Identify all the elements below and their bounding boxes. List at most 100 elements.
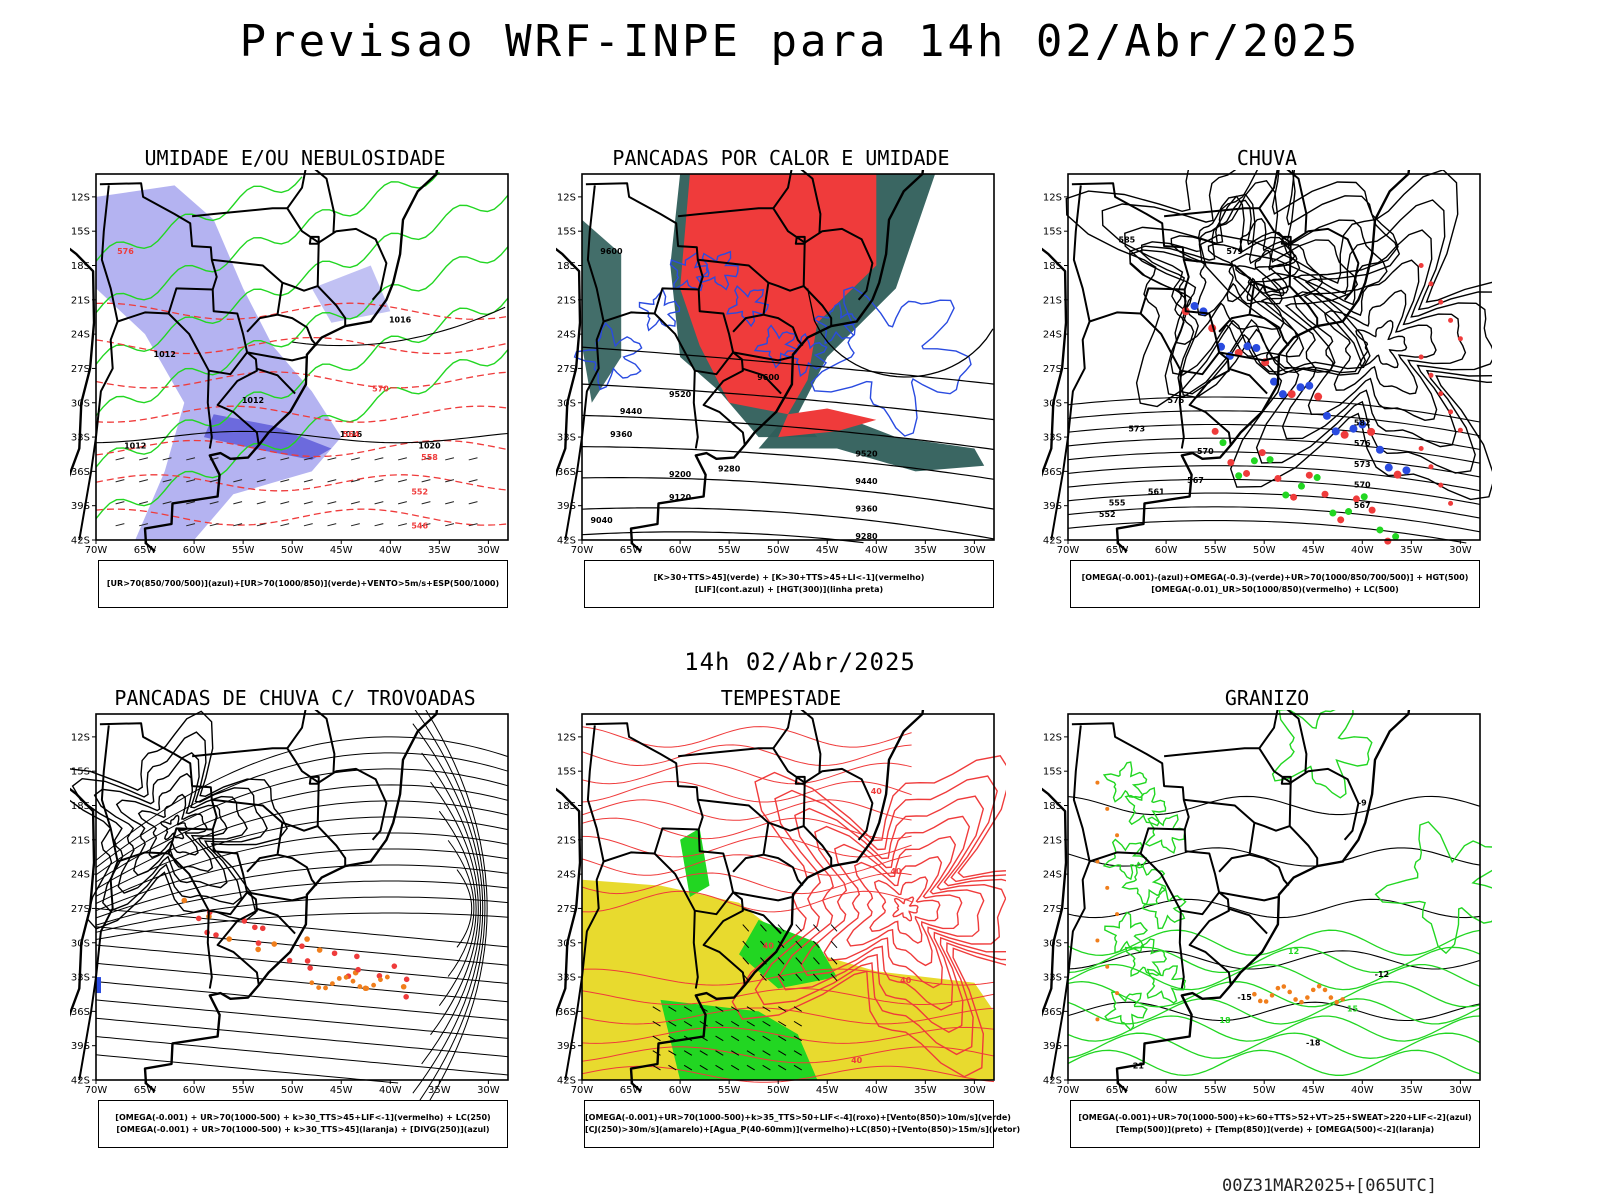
wind-vector: [777, 973, 785, 982]
border-line: [1072, 185, 1091, 322]
y-tick-label: 21S: [1043, 295, 1062, 306]
wind-vector: [652, 1006, 661, 1012]
border-line: [99, 182, 218, 290]
border-line: [100, 725, 119, 862]
omega-cell: [1269, 993, 1275, 998]
border-line: [191, 207, 288, 218]
rain-cell: [1331, 427, 1340, 436]
temp-850-contour: [1067, 963, 1481, 991]
contour-label: 1012: [124, 442, 146, 451]
wind-vector: [398, 457, 407, 461]
panel-chuva: CHUVA 585 579 576 573 570 567 561 555 552 582 576 5…: [1042, 146, 1492, 616]
omega-cell: [1281, 984, 1287, 989]
wind-vector: [652, 1035, 661, 1042]
lifted-index-contour: [810, 286, 972, 437]
contour-label: 9280: [718, 464, 741, 473]
y-tick-label: 36S: [1043, 1007, 1062, 1018]
wind-vector: [746, 1020, 755, 1027]
wind-vector: [445, 501, 455, 505]
wind-vector: [715, 1035, 724, 1042]
y-tick-label: 21S: [1043, 835, 1062, 846]
border-line: [677, 747, 774, 758]
height-contour: [1067, 465, 1481, 492]
height-contour: [1067, 520, 1467, 544]
wind-vector: [830, 957, 838, 965]
wind-vector: [699, 1064, 708, 1071]
y-tick-label: 42S: [1043, 536, 1062, 547]
streamline: [581, 780, 912, 803]
x-tick-label: 40W: [379, 1085, 402, 1096]
wind-vector: [795, 940, 803, 949]
temp-850-contour: [1374, 821, 1492, 955]
temp-500-contour: [1067, 950, 1481, 970]
green-contour: [95, 349, 509, 520]
border-line: [1163, 747, 1260, 758]
wind-vector: [256, 479, 266, 483]
wind-vector: [683, 1064, 693, 1071]
wind-vector: [715, 1050, 724, 1056]
border-line: [1290, 767, 1360, 841]
border-line: [586, 185, 605, 322]
y-tick-label: 21S: [557, 295, 576, 306]
rain-cell: [1211, 427, 1219, 435]
contour-label: 9600: [600, 247, 623, 256]
contour-label: 579: [1226, 247, 1243, 256]
border-line: [653, 287, 734, 376]
wind-vector: [374, 523, 384, 527]
contour-label: 576: [117, 247, 134, 256]
contour-label: 1016: [340, 430, 363, 439]
border-line: [318, 227, 388, 301]
wind-vector: [256, 523, 266, 527]
omega-cell: [1305, 995, 1310, 1000]
rain-cell: [1190, 301, 1199, 310]
height-contour: [1067, 478, 1481, 505]
x-tick-label: 50W: [1253, 1085, 1276, 1096]
coastline-west: [70, 247, 96, 478]
y-tick-label: 27S: [71, 904, 90, 915]
wind-vector: [778, 1006, 787, 1012]
x-tick-label: 50W: [281, 1085, 304, 1096]
rain-cell: [1266, 456, 1274, 464]
rain-cell: [1428, 372, 1434, 378]
storm-cell: [403, 994, 409, 1000]
streamline: [581, 817, 912, 840]
storm-cell: [259, 925, 266, 932]
wind-vector: [209, 501, 219, 505]
panel-title: PANCADAS POR CALOR E UMIDADE: [612, 146, 950, 170]
border-line: [1071, 182, 1190, 290]
wind-vector: [830, 973, 838, 982]
x-tick-label: 70W: [85, 545, 108, 556]
y-tick-label: 33S: [71, 973, 90, 984]
storm-cell: [255, 946, 261, 953]
height-contour: [1067, 437, 1481, 464]
contour-label: 9520: [855, 450, 878, 459]
rain-cell: [1313, 474, 1321, 482]
rain-cell: [1428, 464, 1434, 470]
omega-cell: [1252, 991, 1257, 997]
contour-label: 18: [1219, 1016, 1231, 1025]
model-run-footer: 00Z31MAR2025+[065UTC]: [1222, 1176, 1437, 1196]
x-tick-label: 35W: [428, 1085, 451, 1096]
border-line: [692, 370, 699, 449]
border-line: [282, 747, 320, 832]
x-tick-label: 35W: [428, 545, 451, 556]
border-line: [211, 829, 249, 893]
temp-850-contour: [1067, 929, 1481, 956]
storm-cell: [378, 977, 383, 983]
wind-vector: [715, 1064, 724, 1071]
rain-cell: [1457, 427, 1463, 433]
border-line: [78, 311, 169, 541]
wind-vector: [730, 1006, 740, 1012]
wind-vector: [162, 479, 172, 483]
rain-cell: [1418, 446, 1424, 451]
y-tick-label: 27S: [1043, 904, 1062, 915]
y-tick-label: 36S: [1043, 467, 1062, 478]
streamline: [115, 772, 228, 877]
storm-cell: [226, 936, 232, 942]
storm-cell: [384, 974, 390, 980]
wind-vector: [303, 501, 313, 505]
y-tick-label: 30S: [1043, 398, 1062, 409]
wind-vector: [186, 457, 196, 461]
storm-cell: [271, 941, 278, 947]
wind-vector: [778, 1020, 787, 1027]
